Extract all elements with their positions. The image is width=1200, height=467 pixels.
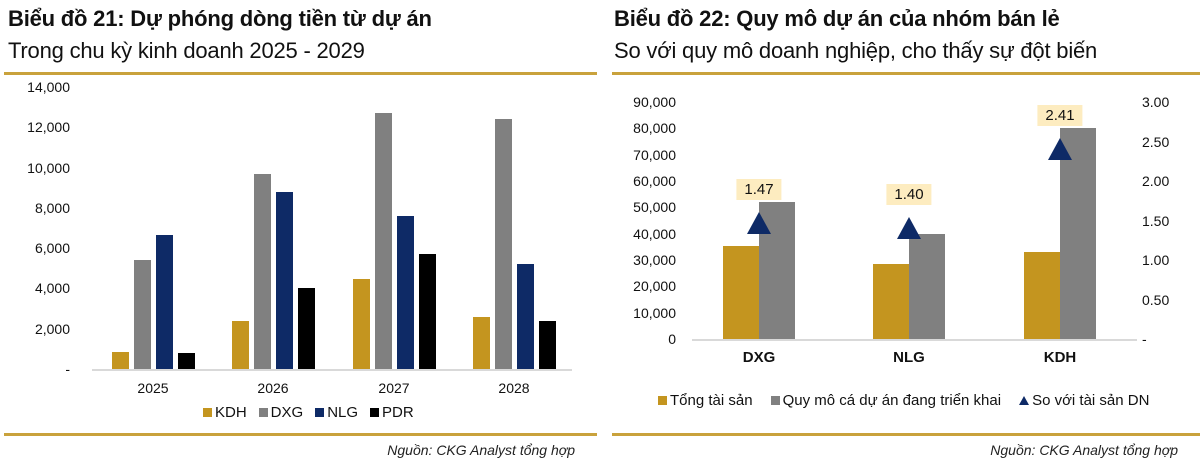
- bar-total-assets-DXG: [723, 246, 759, 339]
- chart-22-subtitle: So với quy mô doanh nghiệp, cho thấy sự …: [614, 38, 1098, 63]
- legend-item-kdh: KDH: [203, 404, 247, 421]
- bar-pdr-2027: [418, 254, 436, 369]
- y-axis-tick-label: 80,000: [633, 120, 676, 137]
- x-axis-label: 2027: [378, 380, 410, 396]
- y2-axis-tick-label: 1.50: [1142, 212, 1170, 229]
- legend-label: Tổng tài sản: [670, 392, 753, 409]
- x-axis-label: NLG: [893, 349, 925, 366]
- y-axis-tick-label: 20,000: [633, 278, 676, 295]
- bar-pdr-2028: [538, 320, 556, 369]
- chart-22-legend: Tổng tài sản Quy mô cá dự án đang triển k…: [658, 392, 1167, 409]
- top-divider: [4, 72, 597, 75]
- chart-22-source: Nguồn: CKG Analyst tổng hợp: [990, 442, 1178, 458]
- y-axis-tick-label: -: [65, 361, 70, 377]
- top-divider: [612, 72, 1200, 75]
- y2-axis-tick-label: 2.50: [1142, 133, 1170, 150]
- chart-22-plot-area: 0 10,000 20,000 30,000 40,000 50,000 60,000 70,…: [608, 0, 1200, 430]
- legend-item: So với tài sản DN: [1019, 392, 1149, 409]
- bar-kdh-2027: [352, 279, 370, 369]
- legend-item-nlg: NLG: [315, 404, 358, 421]
- y-axis-tick-label: 10,000: [27, 159, 70, 176]
- y-axis-tick-label: 50,000: [633, 199, 676, 216]
- bar-total-assets-NLG: [873, 263, 909, 339]
- legend-label: KDH: [215, 404, 247, 421]
- y-axis-tick-label: 2,000: [34, 320, 70, 337]
- chart-21-title: Biểu đồ 21: Dự phóng dòng tiền từ dự án: [8, 6, 432, 31]
- bar-kdh-2025: [111, 351, 129, 369]
- bottom-divider: [4, 433, 597, 436]
- y-axis-tick-label: 14,000: [27, 79, 70, 95]
- y-axis-tick-label: 40,000: [633, 225, 676, 242]
- legend-item-dxg: DXG: [258, 404, 304, 421]
- y-axis-tick-label: 8,000: [34, 199, 70, 216]
- legend-triangle-icon: [1019, 396, 1030, 405]
- bar-nlg-2028: [516, 264, 534, 369]
- bar-total-assets-KDH: [1024, 252, 1060, 339]
- y2-axis-tick-label: 0.50: [1142, 291, 1170, 308]
- x-axis-label: 2025: [137, 380, 169, 396]
- bar-pdr-2026: [297, 288, 315, 369]
- bar-pdr-2025: [177, 352, 195, 369]
- y2-axis-tick-label: 1.00: [1142, 252, 1170, 268]
- bar-dxg-2028: [494, 119, 512, 369]
- bar-project-scale-NLG: [909, 233, 945, 339]
- legend-swatch-icon: [658, 396, 667, 405]
- y-axis-tick-label: 10,000: [633, 304, 676, 321]
- y2-axis-tick-label: -: [1142, 331, 1147, 347]
- y2-axis-tick-label: 2.00: [1142, 173, 1170, 189]
- x-axis-line: [92, 369, 572, 371]
- chart-21-plot-area: - 2,000 4,000 6,000 8,000 10,000 12,000 14,000 2…: [0, 0, 597, 430]
- y-axis-tick-label: 0: [668, 331, 676, 347]
- x-axis-label: 2028: [498, 380, 530, 396]
- legend-item-pdr: PDR: [370, 404, 414, 421]
- legend-item: Quy mô cá dự án đang triển khai: [770, 392, 1002, 409]
- y-axis-tick-label: 12,000: [27, 119, 70, 136]
- y2-axis-tick-label: 3.00: [1142, 94, 1170, 110]
- triangle-marker-icon: [747, 211, 771, 234]
- x-axis-label: DXG: [742, 349, 776, 366]
- chart-22-title: Biểu đồ 22: Quy mô dự án của nhóm bán lẻ: [614, 6, 1060, 31]
- y-axis-tick-label: 30,000: [633, 252, 676, 268]
- legend-swatch-icon: [770, 396, 780, 405]
- data-label-ratio: 1.40: [886, 184, 932, 206]
- legend-label: PDR: [382, 404, 414, 421]
- data-label-ratio: 1.47: [736, 178, 782, 200]
- bar-kdh-2028: [472, 316, 490, 369]
- data-label-ratio: 2.41: [1037, 104, 1083, 126]
- chart-21-panel: Biểu đồ 21: Dự phóng dòng tiền từ dự án …: [0, 0, 597, 467]
- bar-project-scale-KDH: [1060, 128, 1096, 339]
- bar-nlg-2026: [275, 191, 293, 369]
- y-axis-tick-label: 4,000: [34, 280, 70, 297]
- bar-nlg-2027: [396, 215, 414, 369]
- legend-label: So với tài sản DN: [1032, 392, 1150, 409]
- y-axis-tick-label: 70,000: [633, 146, 676, 163]
- bar-dxg-2027: [374, 113, 392, 369]
- y-axis-tick-label: 60,000: [633, 173, 676, 189]
- legend-swatch-icon: [370, 408, 380, 417]
- chart-21-subtitle: Trong chu kỳ kinh doanh 2025 - 2029: [8, 38, 365, 63]
- bar-dxg-2025: [133, 260, 151, 369]
- y-axis-tick-label: 90,000: [633, 94, 676, 110]
- legend-swatch-icon: [315, 408, 325, 417]
- y-axis-tick-label: 6,000: [34, 240, 70, 257]
- bottom-divider: [612, 433, 1200, 436]
- x-axis-label: 2026: [257, 380, 289, 396]
- legend-label: Quy mô cá dự án đang triển khai: [782, 392, 1002, 409]
- legend-swatch-icon: [203, 408, 212, 417]
- triangle-marker-icon: [897, 217, 921, 240]
- legend-label: DXG: [270, 404, 304, 421]
- chart-21-legend: KDH DXG NLG PDR: [203, 404, 426, 421]
- chart-21-source: Nguồn: CKG Analyst tổng hợp: [387, 442, 575, 458]
- x-axis-label: KDH: [1043, 349, 1077, 366]
- x-axis-line: [692, 339, 1137, 341]
- triangle-marker-icon: [1048, 137, 1072, 160]
- bar-nlg-2025: [155, 235, 173, 369]
- bar-dxg-2026: [253, 173, 271, 369]
- legend-label: NLG: [327, 404, 359, 421]
- legend-swatch-icon: [258, 408, 268, 417]
- bar-kdh-2026: [231, 320, 249, 369]
- chart-22-panel: Biểu đồ 22: Quy mô dự án của nhóm bán lẻ…: [608, 0, 1200, 467]
- legend-item: Tổng tài sản: [658, 392, 753, 409]
